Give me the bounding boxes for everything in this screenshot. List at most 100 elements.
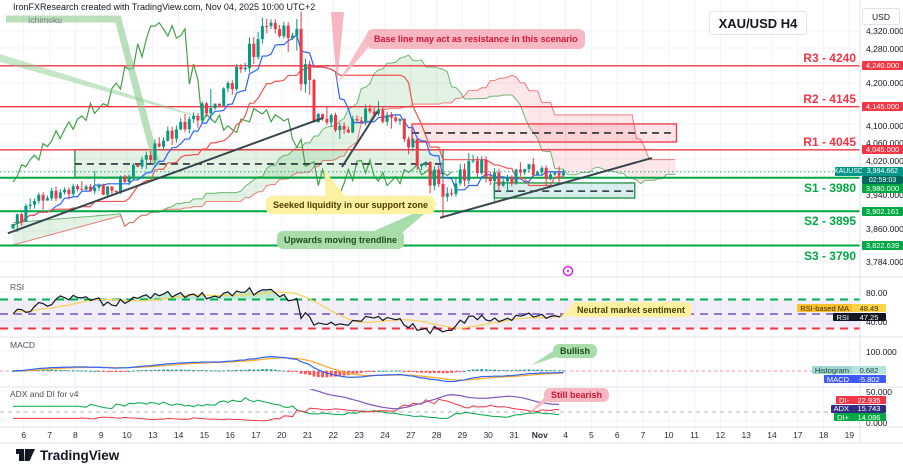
time-axis-label: 10 (664, 430, 674, 440)
drawn-green-wedge[interactable] (0, 54, 240, 129)
long-uptrend-line[interactable] (7, 116, 324, 235)
time-axis-label: 10 (122, 430, 132, 440)
price-axis-label: 4,280.000 (866, 43, 903, 54)
level-label-R1: R1 - 4045 (803, 134, 856, 149)
steep-recovery-line[interactable] (341, 111, 379, 168)
adx-badge-1: ADX 15.743 (830, 404, 886, 413)
time-axis-label: 20 (277, 430, 287, 440)
rsi-pane-label[interactable]: RSI (10, 282, 25, 292)
time-axis-label: 6 (614, 430, 620, 440)
time-axis-label: Nov (531, 430, 548, 440)
currency-label: USD (862, 8, 900, 25)
rsi-pane (0, 286, 860, 335)
time-axis-label: 11 (690, 430, 700, 440)
price-level-badge: 3,822.639 (862, 241, 903, 251)
level-label-R3: R3 - 4240 (803, 50, 856, 65)
attribution: IronFXResearch created with TradingView.… (13, 2, 316, 12)
time-axis-label: 27 (406, 430, 416, 440)
ticker-price-badge: 3,994.662 (862, 167, 903, 177)
ichimoku-cloud (13, 55, 676, 245)
price-axis-label: 4,060.000 (866, 138, 903, 149)
drawn-green-line[interactable] (6, 15, 161, 167)
kijun-line (12, 66, 564, 227)
di-minus-line (13, 398, 560, 422)
price-level-badge: 4,045.000 (862, 145, 903, 155)
time-axis-label: 14 (767, 430, 777, 440)
upwards-moving-trendline[interactable] (439, 156, 653, 219)
rsi-badge-0: RSI-based MA 48.49 (797, 304, 886, 313)
ichimoku-legend[interactable]: Ichimoku (28, 15, 63, 25)
time-axis-label: 28 (431, 430, 442, 440)
price-level-badge: 4,145.000 (862, 102, 903, 112)
price-axis-label: 4,320.000 (866, 26, 903, 37)
price-axis-label: 3,940.000 (866, 190, 903, 200)
level-label-S3: S3 - 3790 (803, 248, 856, 263)
price-level-badge: 3,902.161 (862, 206, 903, 216)
time-axis-label: 5 (589, 430, 594, 440)
adx-badge-2: DI+ 14.086 (834, 413, 886, 422)
time-axis-label: 17 (793, 430, 803, 440)
adx-pane-label[interactable]: ADX and DI for v4 (10, 389, 79, 399)
rsi-axis-label: 40.00 (866, 317, 888, 328)
di-plus-line (13, 397, 560, 420)
candlesticks (11, 11, 565, 233)
rsi-badge-1: RSI 47.25 (833, 313, 886, 322)
level-label-S2: S2 - 3895 (803, 214, 856, 229)
time-axis-label: 4 (563, 430, 568, 440)
time-axis-label: 9 (98, 430, 104, 440)
callout-still-bearish[interactable]: Still bearish (544, 388, 610, 402)
time-axis-label: 16 (225, 430, 235, 440)
callout-seeked-liquidity[interactable]: Seeked liquidity in our support zone (266, 196, 436, 214)
ticker-countdown-badge: 02:59:03 (862, 176, 903, 185)
callout-neutral-sentiment[interactable]: Neutral market sentiment (570, 302, 693, 317)
baseline-callout-tail (331, 12, 344, 85)
time-axis-label: 7 (47, 430, 52, 440)
rsi-axis-label: 80.00 (866, 288, 888, 299)
adx-pane (0, 389, 860, 422)
price-axis-label: 3,860.000 (866, 224, 903, 235)
time-axis-label: 21 (302, 430, 313, 440)
price-axis-label: 4,100.000 (866, 121, 903, 132)
symbol-title: XAU/USD H4 (709, 11, 807, 35)
tradingview-logo-icon (16, 449, 35, 461)
callout-bullish[interactable]: Bullish (553, 344, 598, 358)
rsi-line (12, 286, 564, 335)
time-axis-label: 13 (148, 430, 158, 440)
price-axis-label: 4,200.000 (866, 78, 903, 88)
time-axis-label: 31 (509, 430, 519, 440)
callout-baseline-resistance[interactable]: Base line may act as resistance in this … (367, 29, 585, 49)
macd-axis-label: 100.000 (866, 347, 897, 357)
macd-badge-1: MACD -5.802 (823, 375, 886, 384)
tradingview-logo[interactable]: TradingView (16, 447, 119, 463)
seeked-callout-tail (324, 170, 346, 197)
time-axis-label: 13 (741, 430, 751, 440)
adx-axis-label: 0.000 (866, 418, 888, 428)
level-label-R2: R2 - 4145 (803, 91, 856, 106)
ticker-symbol-badge: XAUUSD (833, 167, 864, 177)
time-axis-label: 30 (483, 430, 493, 440)
rsi-ma-line (12, 291, 564, 329)
callout-upwards-trendline[interactable]: Upwards moving trendline (277, 231, 405, 249)
price-level-badge: 4,240.000 (862, 61, 903, 71)
time-axis-label: 12 (715, 430, 726, 440)
level-label-S1: S1 - 3980 (803, 180, 856, 195)
macd-badge-0: Histogram 0.682 (811, 366, 886, 375)
senkou-b-line (12, 74, 676, 246)
time-axis-label: 8 (73, 430, 78, 440)
adx-badge-0: DI- 22.935 (836, 396, 886, 405)
time-axis-label: 24 (380, 430, 390, 440)
tradingview-logo-text: TradingView (40, 447, 120, 463)
price-axis-label: 4,020.000 (866, 155, 903, 166)
time-axis-label: 14 (173, 430, 184, 440)
baseline-callout-tail2 (337, 32, 368, 84)
resistance-scenario-box[interactable] (411, 123, 678, 143)
cycles-icon[interactable] (562, 265, 574, 277)
macd-line (12, 356, 564, 383)
time-axis-label: 7 (640, 430, 646, 440)
price-level-badge: 3,980.000 (862, 184, 903, 194)
support-zone-box[interactable] (74, 149, 444, 178)
macd-pane-label[interactable]: MACD (10, 340, 36, 350)
gridlines (0, 0, 860, 443)
